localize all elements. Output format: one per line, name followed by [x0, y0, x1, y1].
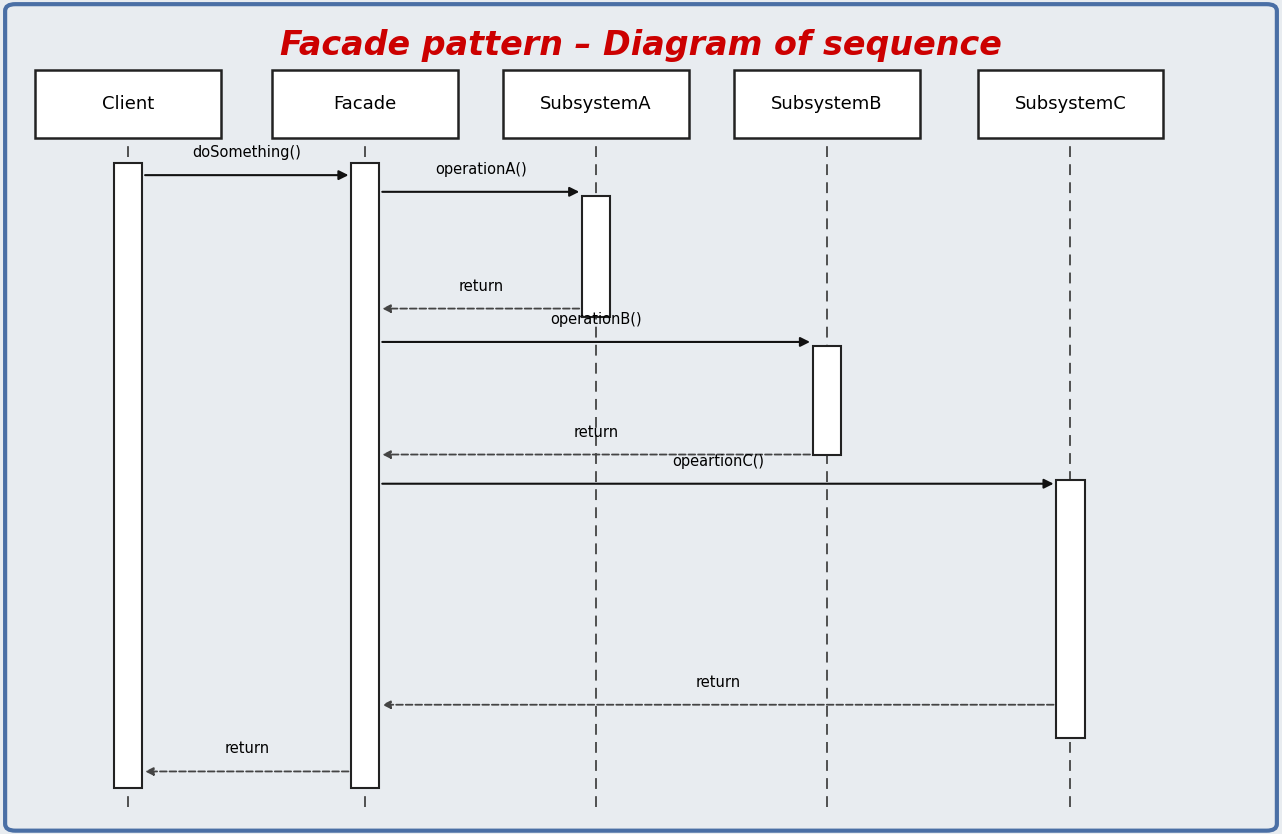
Text: SubsystemA: SubsystemA — [540, 95, 653, 113]
Text: SubsystemC: SubsystemC — [1014, 95, 1127, 113]
Text: operationA(): operationA() — [435, 162, 527, 177]
Text: Facade: Facade — [333, 95, 397, 113]
Bar — [813, 346, 841, 455]
Text: operationB(): operationB() — [550, 312, 642, 327]
Text: return: return — [224, 741, 269, 756]
Bar — [36, 70, 221, 138]
Bar — [977, 70, 1164, 138]
Bar — [114, 163, 142, 788]
Text: return: return — [573, 425, 619, 440]
Bar — [582, 196, 610, 317]
Text: return: return — [695, 675, 741, 690]
Bar — [733, 70, 920, 138]
Text: return: return — [458, 279, 504, 294]
FancyBboxPatch shape — [5, 4, 1277, 831]
Bar — [272, 70, 459, 138]
Text: Client: Client — [103, 95, 154, 113]
Bar — [351, 163, 379, 788]
Text: Facade pattern – Diagram of sequence: Facade pattern – Diagram of sequence — [279, 29, 1003, 63]
Text: opeartionC(): opeartionC() — [672, 454, 764, 469]
Text: SubsystemB: SubsystemB — [772, 95, 882, 113]
Bar — [503, 70, 690, 138]
Text: doSomething(): doSomething() — [192, 145, 301, 160]
Bar — [1056, 480, 1085, 738]
